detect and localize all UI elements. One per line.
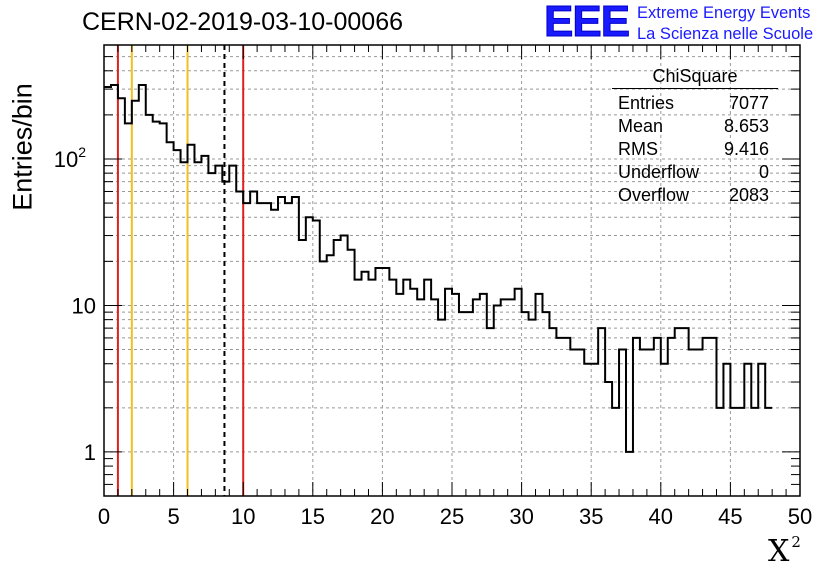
x-tick-label: 40 <box>649 504 673 529</box>
stat-label: Entries <box>618 93 675 113</box>
stats-box: ChiSquare Entries 7077 Mean 8.653 RMS 9.416… <box>612 66 778 207</box>
x-tick-label: 15 <box>301 504 325 529</box>
stat-value: 2083 <box>728 185 769 205</box>
x-tick-label: 0 <box>98 504 110 529</box>
histogram-layer <box>104 83 773 453</box>
axis-layer: 0 5 10 15 20 25 30 35 40 45 50 1 10 102 <box>54 44 812 529</box>
x-tick-label: 45 <box>718 504 742 529</box>
stat-value: 7077 <box>728 93 769 113</box>
stats-title: ChiSquare <box>612 66 778 89</box>
stat-row-underflow: Underflow 0 <box>612 161 778 184</box>
plot-frame <box>103 44 801 497</box>
x-tick-label: 25 <box>440 504 464 529</box>
x-tick-label: 35 <box>579 504 603 529</box>
y-tick-label: 10 <box>72 293 96 318</box>
y-tick-label: 102 <box>54 144 86 172</box>
x-tick-label: 10 <box>231 504 255 529</box>
logo-line-2: La Scienza nelle Scuole <box>637 25 814 43</box>
stat-label: Overflow <box>618 185 690 205</box>
x-tick-label: 30 <box>509 504 533 529</box>
stat-row-rms: RMS 9.416 <box>612 138 778 161</box>
stat-value: 9.416 <box>723 139 769 159</box>
stat-row-mean: Mean 8.653 <box>612 115 778 138</box>
eee-logo: EEE Extreme Energy Events La Scienza nel… <box>543 0 836 47</box>
stat-label: Underflow <box>618 162 700 182</box>
stat-label: Mean <box>618 116 664 136</box>
x-tick-label: 50 <box>788 504 812 529</box>
vertical-lines <box>116 45 245 496</box>
logo-mark: EEE <box>543 0 630 46</box>
x-axis-symbol: X <box>768 534 790 569</box>
stat-value: 0 <box>758 162 769 182</box>
stat-label: RMS <box>618 139 658 159</box>
stat-value: 8.653 <box>723 116 769 136</box>
x-tick-label: 5 <box>167 504 179 529</box>
y-tick-label: 1 <box>84 440 96 465</box>
page-title: CERN-02-2019-03-10-00066 <box>82 8 404 36</box>
stat-row-overflow: Overflow 2083 <box>612 184 778 207</box>
histogram-line <box>104 83 773 453</box>
x-axis-superscript: 2 <box>791 533 801 551</box>
x-tick-label: 20 <box>370 504 394 529</box>
logo-line-1: Extreme Energy Events <box>637 4 811 22</box>
stat-row-entries: Entries 7077 <box>612 92 778 115</box>
